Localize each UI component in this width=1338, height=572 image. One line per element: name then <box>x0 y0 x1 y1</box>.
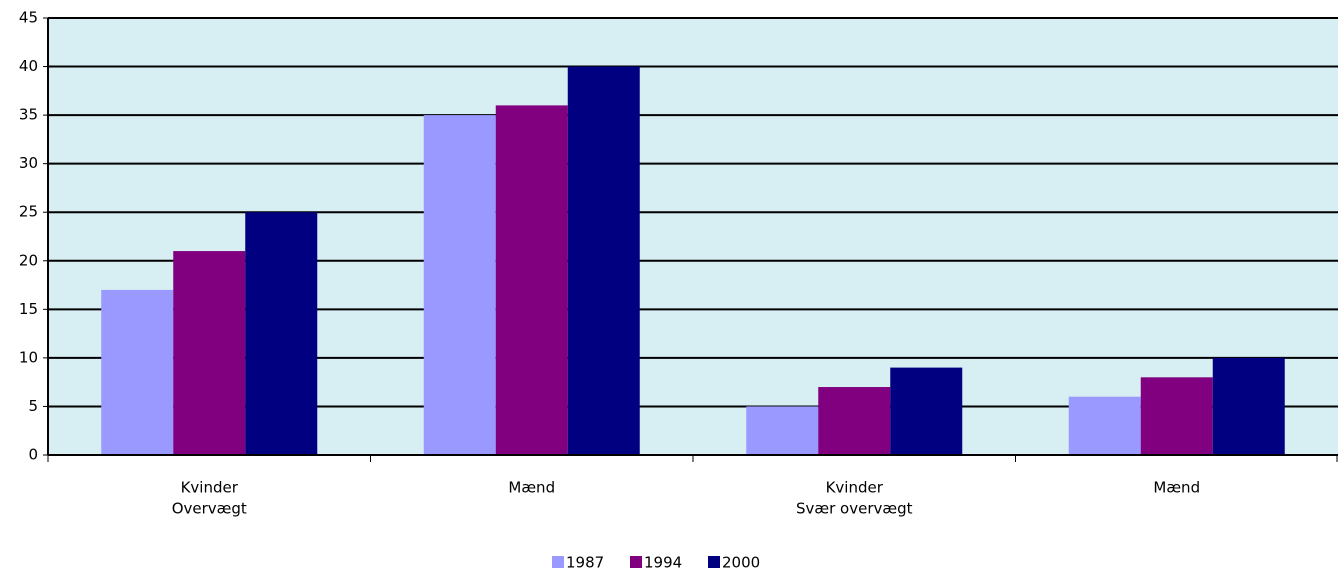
x-tick-label: Mænd <box>1153 479 1200 497</box>
bar <box>1068 396 1141 455</box>
bar <box>495 105 568 456</box>
legend-label: 2000 <box>722 554 760 572</box>
y-tick-label: 20 <box>19 251 38 269</box>
y-tick-label: 30 <box>19 154 38 172</box>
legend-swatch <box>552 556 564 568</box>
bar <box>890 367 963 455</box>
bar <box>567 66 640 456</box>
x-tick-label: Kvinder <box>181 479 239 497</box>
x-tick-label: Kvinder <box>826 479 884 497</box>
legend-label: 1994 <box>644 554 682 572</box>
bar <box>818 387 891 455</box>
y-tick-label: 25 <box>19 203 38 221</box>
y-tick-label: 15 <box>19 300 38 318</box>
y-tick-label: 45 <box>19 9 38 27</box>
bar <box>173 251 246 455</box>
y-tick-label: 40 <box>19 57 38 75</box>
bar <box>1140 377 1213 455</box>
legend-swatch <box>630 556 642 568</box>
bar <box>245 212 318 455</box>
bar <box>1212 357 1285 455</box>
legend-label: 1987 <box>566 554 604 572</box>
y-tick-label: 5 <box>28 397 38 415</box>
y-tick-label: 35 <box>19 106 38 124</box>
x-tick-label: Mænd <box>508 479 555 497</box>
bar <box>746 406 819 455</box>
y-tick-label: 0 <box>28 446 38 464</box>
x-tick-label: Svær overvægt <box>796 500 913 518</box>
legend-swatch <box>708 556 720 568</box>
x-tick-label: Overvægt <box>172 500 247 518</box>
y-tick-label: 10 <box>19 348 38 366</box>
bar <box>423 115 496 455</box>
bar <box>101 289 174 455</box>
